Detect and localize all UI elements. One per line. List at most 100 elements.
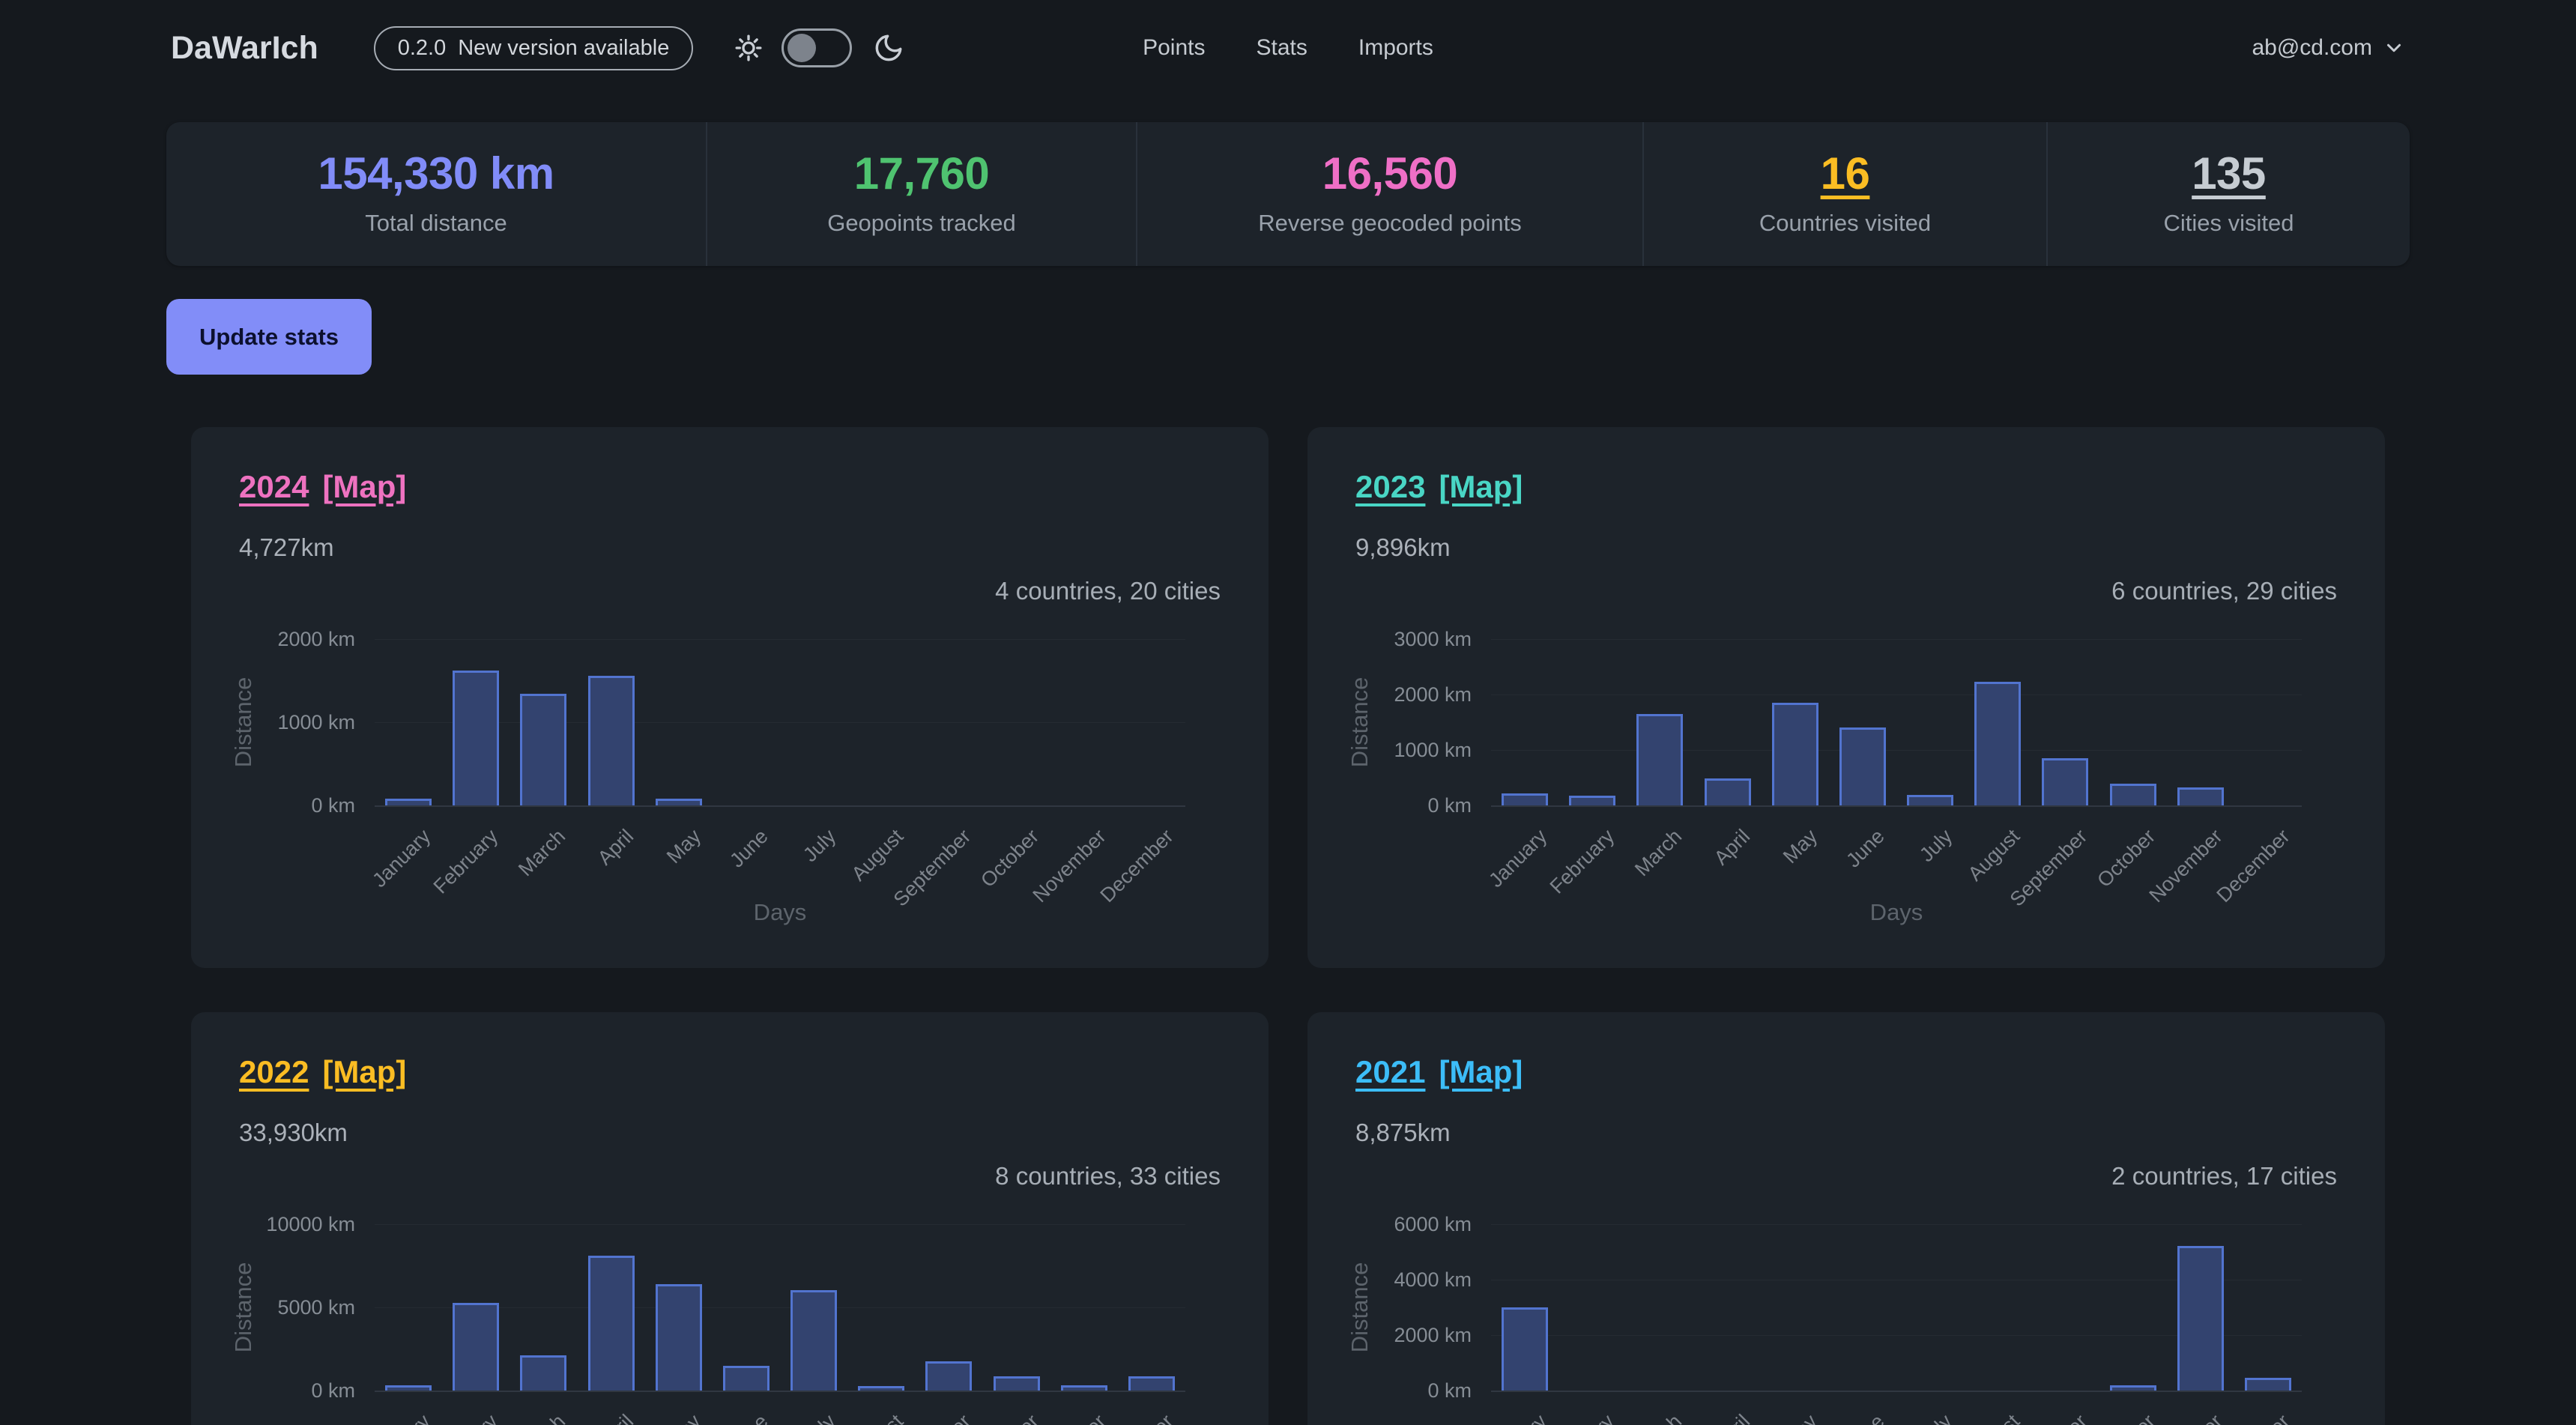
y-tick-label: 1000 km <box>1394 739 1472 761</box>
year-link-2023[interactable]: 2023 <box>1355 469 1426 504</box>
x-tick-november: November <box>1028 825 1110 907</box>
x-tick-january: January <box>1484 825 1552 892</box>
countries-cities-count: 6 countries, 29 cities <box>2111 577 2337 605</box>
stat-value[interactable]: 135 <box>2192 148 2266 199</box>
bar-october[interactable] <box>2109 1385 2156 1391</box>
year-link-2022[interactable]: 2022 <box>239 1054 309 1089</box>
x-tick-october: October <box>2093 1410 2160 1425</box>
stat-label: Reverse geocoded points <box>1258 210 1522 236</box>
bar-june[interactable] <box>1839 727 1886 805</box>
bar-july[interactable] <box>1907 794 1954 805</box>
bar-may[interactable] <box>655 1283 702 1391</box>
bar-february[interactable] <box>1569 796 1616 805</box>
x-tick-november: November <box>1029 1410 1111 1425</box>
x-tick-july: July <box>799 1410 841 1425</box>
x-tick-february: February <box>1545 825 1619 898</box>
bar-january[interactable] <box>1502 1307 1549 1391</box>
bar-may[interactable] <box>655 799 702 805</box>
year-link-2021[interactable]: 2021 <box>1355 1054 1426 1089</box>
bar-april[interactable] <box>587 675 635 805</box>
x-tick-june: June <box>725 825 773 872</box>
y-tick-label: 0 km <box>1427 794 1472 817</box>
bar-march[interactable] <box>520 1355 567 1391</box>
theme-toggle-knob <box>787 34 817 62</box>
stat-total-distance: 154,330 km Total distance <box>166 122 706 266</box>
x-tick-january: January <box>368 1410 435 1425</box>
bar-june[interactable] <box>722 1365 770 1391</box>
gridline <box>375 1224 1185 1225</box>
x-tick-october: October <box>2092 825 2159 892</box>
gridline <box>1491 639 2302 640</box>
x-tick-april: April <box>1709 1410 1754 1425</box>
bar-may[interactable] <box>1771 703 1818 805</box>
map-link-2024[interactable]: [Map] <box>322 469 407 504</box>
bar-november[interactable] <box>2177 1246 2224 1391</box>
map-link-2021[interactable]: [Map] <box>1439 1054 1523 1089</box>
year-card-2022: 2022 [Map] 33,930km 8 countries, 33 cities D… <box>191 1012 1269 1425</box>
bar-april[interactable] <box>587 1255 635 1391</box>
bar-march[interactable] <box>1636 713 1684 805</box>
bar-august[interactable] <box>858 1386 905 1391</box>
nav-link-points[interactable]: Points <box>1143 35 1206 60</box>
theme-toggle[interactable] <box>781 28 853 67</box>
card-title-2022: 2022 [Map] <box>239 1054 406 1090</box>
x-tick-february: February <box>429 825 503 898</box>
bar-november[interactable] <box>2177 787 2224 805</box>
year-card-2024: 2024 [Map] 4,727km 4 countries, 20 cities Di… <box>191 427 1269 968</box>
bar-february[interactable] <box>453 671 500 805</box>
year-total-distance: 8,875km <box>1355 1119 1451 1146</box>
app-logo[interactable]: DaWarIch <box>171 29 318 66</box>
app-header: DaWarIch 0.2.0 New version available <box>0 0 2576 96</box>
stat-value: 17,760 <box>853 148 990 199</box>
nav-link-stats[interactable]: Stats <box>1256 35 1307 60</box>
bar-december[interactable] <box>1128 1376 1175 1391</box>
bar-september[interactable] <box>2042 758 2089 805</box>
x-tick-july: July <box>1915 1410 1957 1425</box>
gridline <box>375 639 1185 640</box>
x-tick-august: August <box>1964 1410 2025 1425</box>
bar-october[interactable] <box>993 1376 1040 1391</box>
x-tick-february: February <box>429 1410 503 1425</box>
year-card-2023: 2023 [Map] 9,896km 6 countries, 29 cities Di… <box>1307 427 2385 968</box>
nav-link-imports[interactable]: Imports <box>1358 35 1433 60</box>
x-tick-january: January <box>368 825 435 892</box>
update-stats-button[interactable]: Update stats <box>166 299 372 375</box>
user-menu[interactable]: ab@cd.com <box>2252 0 2405 96</box>
bar-november[interactable] <box>1060 1385 1107 1391</box>
bar-july[interactable] <box>790 1290 838 1391</box>
bar-february[interactable] <box>453 1303 500 1391</box>
stat-label: Geopoints tracked <box>827 210 1016 236</box>
bar-january[interactable] <box>1502 793 1549 805</box>
map-link-2023[interactable]: [Map] <box>1439 469 1523 504</box>
x-tick-may: May <box>1779 1410 1822 1425</box>
bar-january[interactable] <box>385 1385 432 1391</box>
bar-december[interactable] <box>2244 1378 2291 1391</box>
x-tick-may: May <box>1778 825 1821 868</box>
y-tick-label: 0 km <box>311 1379 355 1402</box>
bar-march[interactable] <box>520 694 567 805</box>
y-tick-label: 5000 km <box>277 1296 355 1319</box>
y-tick-label: 2000 km <box>1394 1324 1472 1346</box>
stat-cities-visited: 135 Cities visited <box>2046 122 2410 266</box>
stat-value[interactable]: 16 <box>1820 148 1870 199</box>
countries-cities-count: 8 countries, 33 cities <box>995 1162 1221 1190</box>
map-link-2022[interactable]: [Map] <box>322 1054 407 1089</box>
stat-value: 154,330 km <box>318 148 554 199</box>
version-badge[interactable]: 0.2.0 New version available <box>373 25 694 70</box>
bar-august[interactable] <box>1974 681 2022 805</box>
x-tick-june: June <box>1842 825 1890 872</box>
y-tick-label: 0 km <box>1427 1379 1472 1402</box>
bar-september[interactable] <box>925 1361 973 1391</box>
bar-january[interactable] <box>385 799 432 805</box>
year-link-2024[interactable]: 2024 <box>239 469 309 504</box>
bar-october[interactable] <box>2109 784 2156 805</box>
x-axis-line <box>1491 1391 2302 1392</box>
stat-countries-visited: 16 Countries visited <box>1642 122 2046 266</box>
year-card-2021: 2021 [Map] 8,875km 2 countries, 17 cities Di… <box>1307 1012 2385 1425</box>
x-tick-january: January <box>1484 1410 1552 1425</box>
distance-by-month-chart-2024: Distance 0 km 1000 km 2000 km January Februar… <box>191 629 1269 968</box>
x-tick-june: June <box>1842 1410 1890 1425</box>
bar-april[interactable] <box>1704 778 1751 805</box>
x-tick-august: August <box>847 1410 908 1425</box>
